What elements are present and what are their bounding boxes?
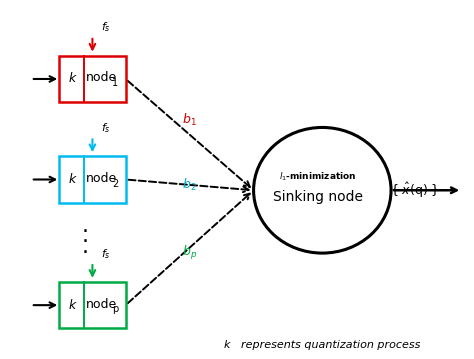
Text: $f_s$: $f_s$ bbox=[101, 247, 111, 261]
Text: ·: · bbox=[82, 243, 89, 263]
Text: k   represents quantization process: k represents quantization process bbox=[224, 340, 420, 350]
Text: 1: 1 bbox=[112, 78, 118, 88]
Text: b$_p$: b$_p$ bbox=[182, 244, 198, 262]
Text: $f_s$: $f_s$ bbox=[101, 21, 111, 34]
Bar bbox=[59, 156, 126, 203]
Text: ·: · bbox=[82, 232, 89, 252]
Text: node: node bbox=[86, 172, 117, 185]
Text: 2: 2 bbox=[112, 179, 118, 189]
Bar bbox=[59, 282, 126, 328]
Text: Sinking node: Sinking node bbox=[273, 190, 363, 204]
Text: $l_1$-minimization: $l_1$-minimization bbox=[279, 171, 356, 183]
Bar bbox=[59, 56, 126, 102]
Text: node: node bbox=[86, 71, 117, 84]
Text: k: k bbox=[68, 299, 75, 312]
Text: { $\hat{x}$(q) }: { $\hat{x}$(q) } bbox=[390, 181, 439, 200]
Ellipse shape bbox=[254, 127, 391, 253]
Text: ·: · bbox=[82, 222, 89, 242]
Text: p: p bbox=[112, 304, 118, 314]
Text: node: node bbox=[86, 298, 117, 311]
Text: b$_1$: b$_1$ bbox=[182, 112, 197, 128]
Text: $f_s$: $f_s$ bbox=[101, 121, 111, 135]
Text: k: k bbox=[68, 73, 75, 85]
Text: b$_2$: b$_2$ bbox=[182, 177, 197, 193]
Text: k: k bbox=[68, 173, 75, 186]
